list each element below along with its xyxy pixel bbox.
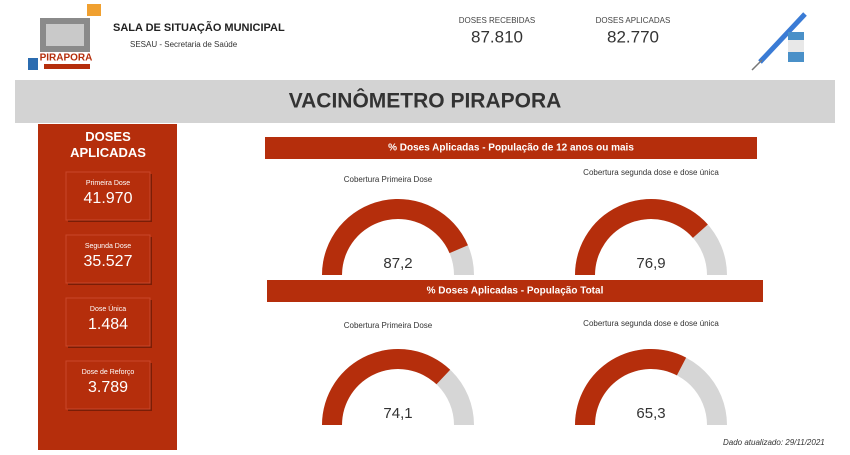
section-title: % Doses Aplicadas - População de 12 anos…: [388, 143, 634, 154]
gauge-value: [322, 349, 451, 425]
gauges: Cobertura Primeira Dose 87,2 Cobertura seg…: [322, 168, 727, 425]
stat-value: 87.810: [471, 27, 523, 46]
gauge-title: Cobertura segunda dose e dose única: [583, 319, 719, 328]
gauge-value-label: 74,1: [383, 405, 412, 422]
gauge-value: [322, 199, 468, 275]
card-value: 1.484: [88, 316, 128, 333]
section-bar: [267, 280, 763, 302]
section-title: % Doses Aplicadas - População Total: [427, 286, 604, 297]
stat-value: 82.770: [607, 27, 659, 46]
card-label: Primeira Dose: [86, 180, 130, 187]
card: [65, 171, 151, 221]
header-title: SALA DE SITUAÇÃO MUNICIPAL: [113, 21, 285, 34]
logo: PIRAPORA: [28, 4, 101, 70]
card: [65, 234, 151, 284]
card-label: Segunda Dose: [85, 243, 131, 250]
card-label: Dose de Reforço: [82, 369, 135, 376]
stat-label: DOSES RECEBIDAS: [459, 16, 535, 25]
card-label: Dose Única: [90, 304, 126, 313]
gauge-title: Cobertura Primeira Dose: [344, 175, 433, 184]
card: [65, 360, 151, 410]
card-value: 3.789: [88, 379, 128, 396]
card: [65, 297, 151, 347]
section-bar: [265, 137, 757, 159]
sidebar-title: DOSES APLICADAS: [70, 129, 146, 160]
gauge-value: [575, 349, 687, 425]
card-value: 41.970: [84, 190, 133, 207]
overlay: % Doses Aplicadas - População de 12 anos…: [265, 137, 763, 302]
banner-title: VACINÔMETRO PIRAPORA: [289, 89, 562, 113]
gauge-value-label: 65,3: [636, 405, 665, 422]
stat-label: DOSES APLICADAS: [596, 16, 671, 25]
header-subtitle: SESAU - Secretaria de Saúde: [130, 40, 238, 49]
gauge-value-label: 87,2: [383, 255, 412, 272]
logo-text: PIRAPORA: [40, 53, 93, 64]
gauge-title: Cobertura Primeira Dose: [344, 321, 433, 330]
banner: [15, 80, 835, 123]
syringe-icon: [751, 12, 807, 71]
footer: Dado atualizado: 29/11/2021: [723, 438, 825, 447]
gauge-title: Cobertura segunda dose e dose única: [583, 168, 719, 177]
gauge-value-label: 76,9: [636, 255, 665, 272]
gauge-value: [575, 198, 708, 275]
card-value: 35.527: [84, 253, 133, 270]
